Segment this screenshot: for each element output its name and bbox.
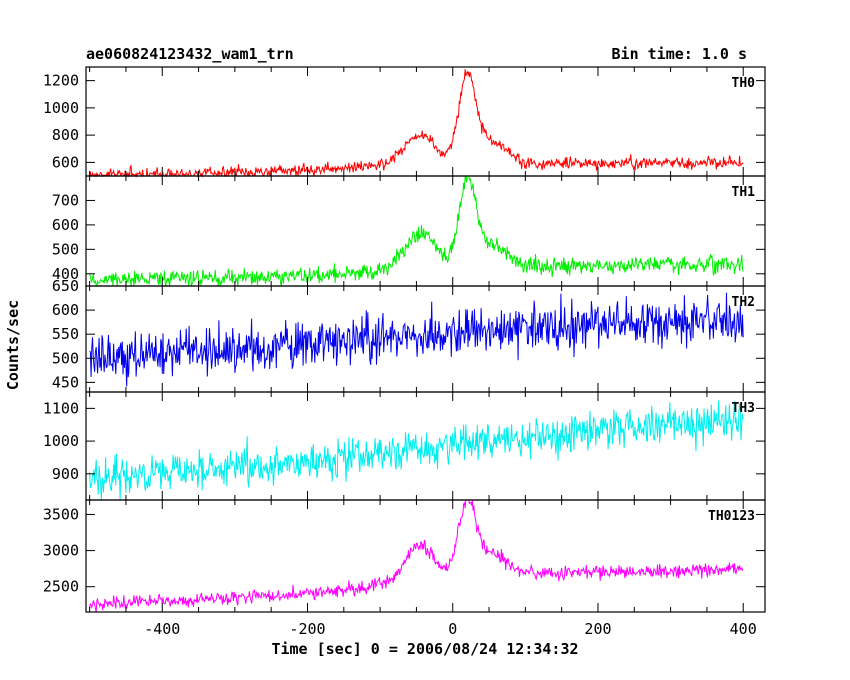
y-tick-label-th0123: 3500: [43, 505, 79, 523]
y-tick-label-th0: 1000: [43, 99, 79, 117]
y-tick-label-th2: 600: [52, 301, 79, 319]
y-tick-label-th0: 1200: [43, 72, 79, 90]
y-tick-label-th0123: 3000: [43, 542, 79, 560]
y-tick-label-th3: 1000: [43, 432, 79, 450]
y-tick-label-th0: 800: [52, 126, 79, 144]
series-line-th0123: [89, 499, 744, 613]
chart-title: ae060824123432_wam1_trn: [86, 45, 294, 63]
y-tick-label-th3: 1100: [43, 399, 79, 417]
plot-area: 600 800 1000 1200 TH0 400 500 600 700 TH1 450 500 55…: [43, 66, 766, 638]
y-tick-label-th0: 600: [52, 153, 79, 171]
x-tick-label: -400: [144, 620, 180, 638]
y-tick-label-th1: 600: [52, 216, 79, 234]
y-tick-label-th2: 450: [52, 373, 79, 391]
x-tick-label: 200: [584, 620, 611, 638]
panel-label-th1: TH1: [732, 185, 756, 200]
panel-label-th3: TH3: [732, 401, 755, 416]
x-tick-label: 400: [730, 620, 757, 638]
panel-frame-th0: [85, 66, 766, 177]
series-line-th2: [89, 292, 744, 387]
y-tick-label-th0123: 2500: [43, 578, 79, 596]
y-axis-label: Counts/sec: [4, 300, 22, 390]
x-axis-label: Time [sec] 0 = 2006/08/24 12:34:32: [271, 640, 578, 658]
panel-frame-th0123: [85, 499, 766, 613]
y-tick-label-th1: 700: [52, 191, 79, 209]
bin-time-label: Bin time: 1.0 s: [612, 45, 747, 63]
panel-label-th0: TH0: [732, 76, 756, 91]
y-tick-label-th2: 500: [52, 349, 79, 367]
series-line-th0: [89, 69, 744, 178]
y-tick-label-th2: 550: [52, 325, 79, 343]
y-tick-label-th2: 650: [52, 277, 79, 295]
series-line-th3: [89, 400, 744, 501]
y-tick-label-th1: 400: [52, 265, 79, 283]
panel-label-th0123: TH0123: [708, 509, 755, 524]
x-tick-label: -200: [289, 620, 325, 638]
x-tick-label: 0: [448, 620, 457, 638]
series-line-th1: [89, 175, 744, 288]
panel-label-th2: TH2: [732, 295, 755, 310]
y-tick-label-th1: 500: [52, 240, 79, 258]
y-tick-label-th3: 900: [52, 465, 79, 483]
